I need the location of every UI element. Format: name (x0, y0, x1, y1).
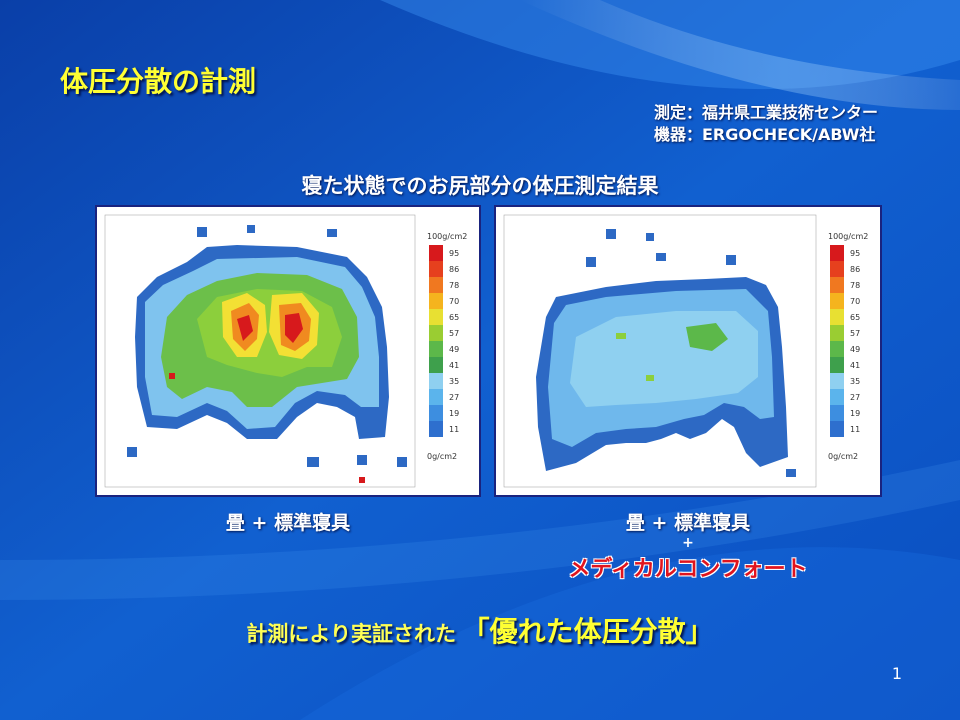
scale-tick-label: 86 (449, 265, 459, 274)
caption-medical: 畳 + 標準寝具 + メディカルコンフォート (494, 508, 882, 583)
scale-tick-label: 95 (449, 249, 459, 258)
scale-swatch (830, 261, 844, 277)
scale-swatch (830, 309, 844, 325)
scale-tick-label: 78 (850, 281, 860, 290)
pressure-map-panel-standard: 100g/cm2 95 86 78 70 65 57 49 41 35 27 19 11 0g/cm2 (95, 205, 481, 497)
pressure-scale-left: 100g/cm2 95 86 78 70 65 57 49 41 35 27 19 11 0g/cm2 (427, 232, 467, 461)
credit-measurer: 測定：福井県工業技術センター (653, 103, 878, 122)
scale-swatch (429, 325, 443, 341)
scale-swatch (429, 357, 443, 373)
scale-swatch (830, 293, 844, 309)
scale-tick-label: 49 (449, 345, 459, 354)
scale-swatch (429, 261, 443, 277)
caption-standard: 畳 + 標準寝具 (225, 512, 351, 534)
scale-tick-label: 19 (850, 409, 860, 418)
conclusion-emphasis: 「優れた体圧分散」 (461, 615, 714, 648)
scale-top-label: 100g/cm2 (427, 232, 467, 241)
scale-tick-label: 49 (850, 345, 860, 354)
caption-medical-plus: + (682, 535, 694, 551)
scale-swatch (830, 421, 844, 437)
scale-bottom-label: 0g/cm2 (828, 452, 858, 461)
scale-bottom-label: 0g/cm2 (427, 452, 457, 461)
scale-tick-label: 41 (449, 361, 459, 370)
scale-tick-label: 27 (449, 393, 459, 402)
scale-swatch (830, 325, 844, 341)
scale-swatch (830, 341, 844, 357)
scale-tick-label: 35 (850, 377, 860, 386)
scale-swatch (429, 341, 443, 357)
slide-title: 体圧分散の計測 (60, 65, 257, 98)
scale-tick-label: 11 (449, 425, 459, 434)
scale-swatch (429, 405, 443, 421)
scale-swatch (429, 389, 443, 405)
scale-swatch (429, 309, 443, 325)
conclusion-prefix: 計測により実証された (246, 622, 456, 646)
pressure-scale-right: 100g/cm2 95 86 78 70 65 57 49 41 35 27 19 11 0g/cm2 (828, 232, 868, 461)
conclusion-line: 計測により実証された 「優れた体圧分散」 (0, 610, 960, 650)
scale-swatch (429, 421, 443, 437)
measurement-credits: 測定：福井県工業技術センター 機器：ERGOCHECK/ABW社 (654, 102, 878, 146)
scale-swatch (830, 357, 844, 373)
scale-tick-label: 35 (449, 377, 459, 386)
scale-tick-label: 27 (850, 393, 860, 402)
scale-tick-label: 95 (850, 249, 860, 258)
scale-tick-label: 65 (449, 313, 459, 322)
scale-swatch (830, 245, 844, 261)
scale-swatch (830, 405, 844, 421)
scale-swatch (830, 389, 844, 405)
scale-tick-label: 11 (850, 425, 860, 434)
scale-swatch (429, 277, 443, 293)
scale-tick-label: 78 (449, 281, 459, 290)
result-subtitle: 寝た状態でのお尻部分の体圧測定結果 (301, 174, 659, 198)
scale-swatch (429, 373, 443, 389)
scale-tick-label: 65 (850, 313, 860, 322)
caption-medical-product: メディカルコンフォート (568, 557, 808, 582)
scale-swatch (429, 245, 443, 261)
pressure-map-standard: 100g/cm2 95 86 78 70 65 57 49 41 35 27 19 11 0g/cm2 (104, 214, 467, 488)
scale-tick-label: 86 (850, 265, 860, 274)
scale-tick-label: 19 (449, 409, 459, 418)
credit-device: 機器：ERGOCHECK/ABW社 (653, 125, 876, 144)
scale-swatch (830, 277, 844, 293)
pressure-map-panel-medical: 100g/cm2 95 86 78 70 65 57 49 41 35 27 19 11 0g/cm2 (494, 205, 882, 497)
scale-tick-label: 57 (449, 329, 459, 338)
page-number: 1 (891, 664, 902, 683)
pressure-map-medical: 100g/cm2 95 86 78 70 65 57 49 41 35 27 19 11 0g/cm2 (503, 214, 868, 488)
scale-tick-label: 41 (850, 361, 860, 370)
caption-medical-line1: 畳 + 標準寝具 (625, 512, 751, 534)
scale-tick-label: 70 (449, 297, 459, 306)
scale-swatch (429, 293, 443, 309)
scale-tick-label: 57 (850, 329, 860, 338)
scale-tick-label: 70 (850, 297, 860, 306)
scale-swatch (830, 373, 844, 389)
scale-top-label: 100g/cm2 (828, 232, 868, 241)
